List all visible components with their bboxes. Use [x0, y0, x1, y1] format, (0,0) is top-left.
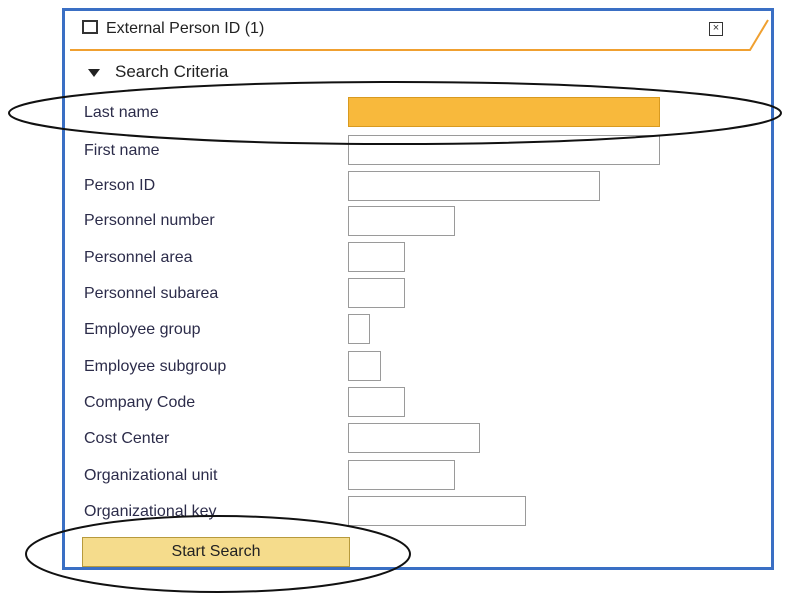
annotation-layer: [0, 0, 785, 598]
highlight-ellipse: [9, 82, 781, 144]
highlight-ellipse: [26, 516, 410, 592]
title-underline: [70, 20, 768, 50]
page: External Person ID (1) × Search Criteria…: [0, 0, 785, 598]
